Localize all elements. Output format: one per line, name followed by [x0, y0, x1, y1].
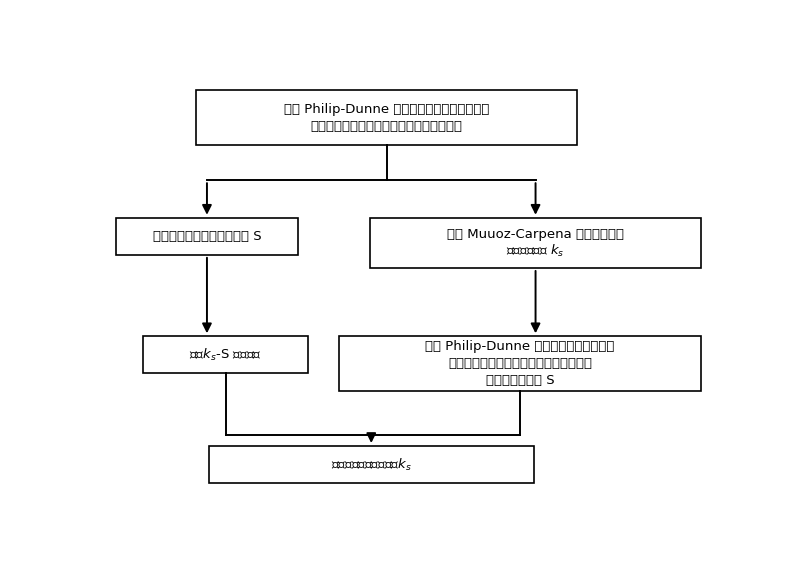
FancyBboxPatch shape [209, 446, 534, 483]
FancyBboxPatch shape [196, 90, 578, 145]
FancyBboxPatch shape [370, 218, 702, 268]
FancyBboxPatch shape [143, 336, 308, 373]
Text: 壤饱和导水率 $k_s$: 壤饱和导水率 $k_s$ [506, 243, 565, 259]
Text: 间数据特征参数 S: 间数据特征参数 S [486, 374, 554, 386]
Text: 野外 Philip-Dunne 入渗试验，只需记录特: 野外 Philip-Dunne 入渗试验，只需记录特 [426, 340, 614, 353]
Text: 壤含水率，记录特定水位对应的入渗时间。: 壤含水率，记录特定水位对应的入渗时间。 [310, 120, 462, 133]
Text: 计算出土壤饱和导水率$k_s$: 计算出土壤饱和导水率$k_s$ [331, 457, 412, 473]
FancyBboxPatch shape [115, 218, 298, 255]
Text: 野外 Philip-Dunne 入渗试验，观测入渗前后土: 野外 Philip-Dunne 入渗试验，观测入渗前后土 [284, 103, 490, 116]
FancyBboxPatch shape [338, 336, 702, 391]
Text: 定水位对应的入渗时间，并计算出入渗时: 定水位对应的入渗时间，并计算出入渗时 [448, 357, 592, 370]
Text: 得到$k_s$-S 定量关系: 得到$k_s$-S 定量关系 [190, 347, 262, 363]
Text: 计算入渗时间数据特征参数 S: 计算入渗时间数据特征参数 S [153, 230, 262, 243]
Text: 依据 Muuoz-Carpena 公式计算出土: 依据 Muuoz-Carpena 公式计算出土 [447, 228, 624, 241]
